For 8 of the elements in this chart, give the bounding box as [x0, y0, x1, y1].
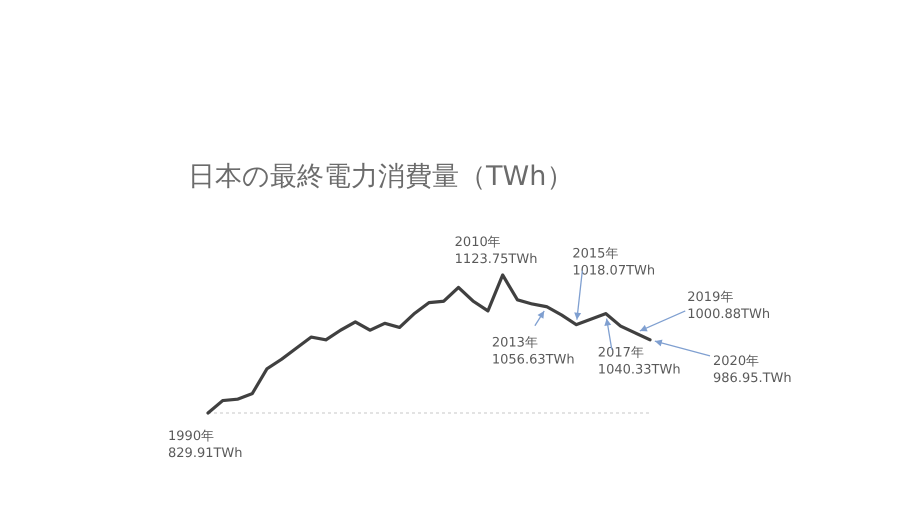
annotation: 1990年 829.91TWh	[168, 429, 243, 461]
annotation: 2017年 1040.33TWh	[598, 346, 681, 378]
annotation: 2010年 1123.75TWh	[454, 235, 538, 267]
annotation: 2013年 1056.63TWh	[492, 336, 575, 368]
title: 日本の最終電力消費量（TWh）	[188, 161, 574, 192]
annotation: 2020年 986.95.TWh	[713, 354, 792, 386]
annotation: 2015年 1018.07TWh	[572, 246, 656, 279]
annotation: 2019年 1000.88TWh	[687, 290, 770, 322]
